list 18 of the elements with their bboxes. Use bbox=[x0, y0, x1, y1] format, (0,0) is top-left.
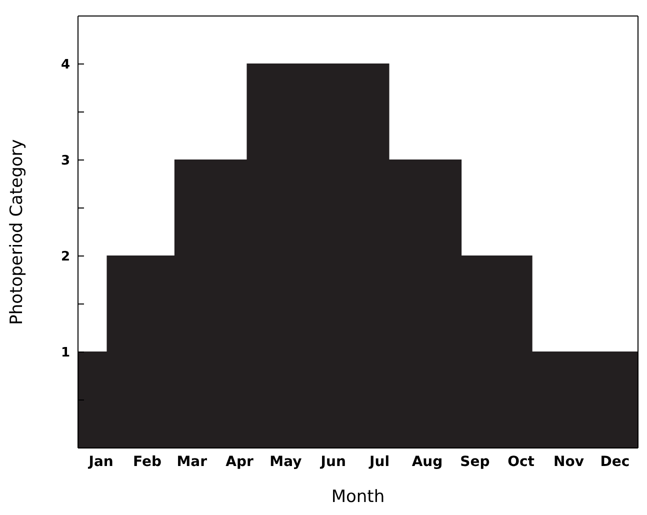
x-tick-label: Nov bbox=[554, 454, 584, 470]
x-tick-label: Sep bbox=[460, 454, 490, 470]
y-tick-label: 4 bbox=[60, 58, 70, 73]
x-tick-label: Jul bbox=[368, 454, 390, 470]
x-tick-label: Dec bbox=[600, 454, 630, 470]
x-tick-label: Oct bbox=[508, 454, 535, 470]
x-tick-label: Mar bbox=[176, 454, 208, 470]
x-tick-label: May bbox=[270, 454, 302, 470]
x-tick-label: Jun bbox=[320, 454, 346, 470]
y-axis-title: Photoperiod Category bbox=[7, 139, 28, 325]
y-tick-label: 3 bbox=[60, 154, 70, 169]
x-axis-title: Month bbox=[331, 487, 385, 507]
y-tick-label: 2 bbox=[60, 250, 70, 265]
y-tick-label: 1 bbox=[60, 346, 70, 361]
x-tick-label: Jan bbox=[88, 454, 114, 470]
x-tick-label: Aug bbox=[412, 454, 443, 470]
x-tick-label: Feb bbox=[132, 454, 162, 470]
x-tick-label: Apr bbox=[226, 454, 254, 470]
